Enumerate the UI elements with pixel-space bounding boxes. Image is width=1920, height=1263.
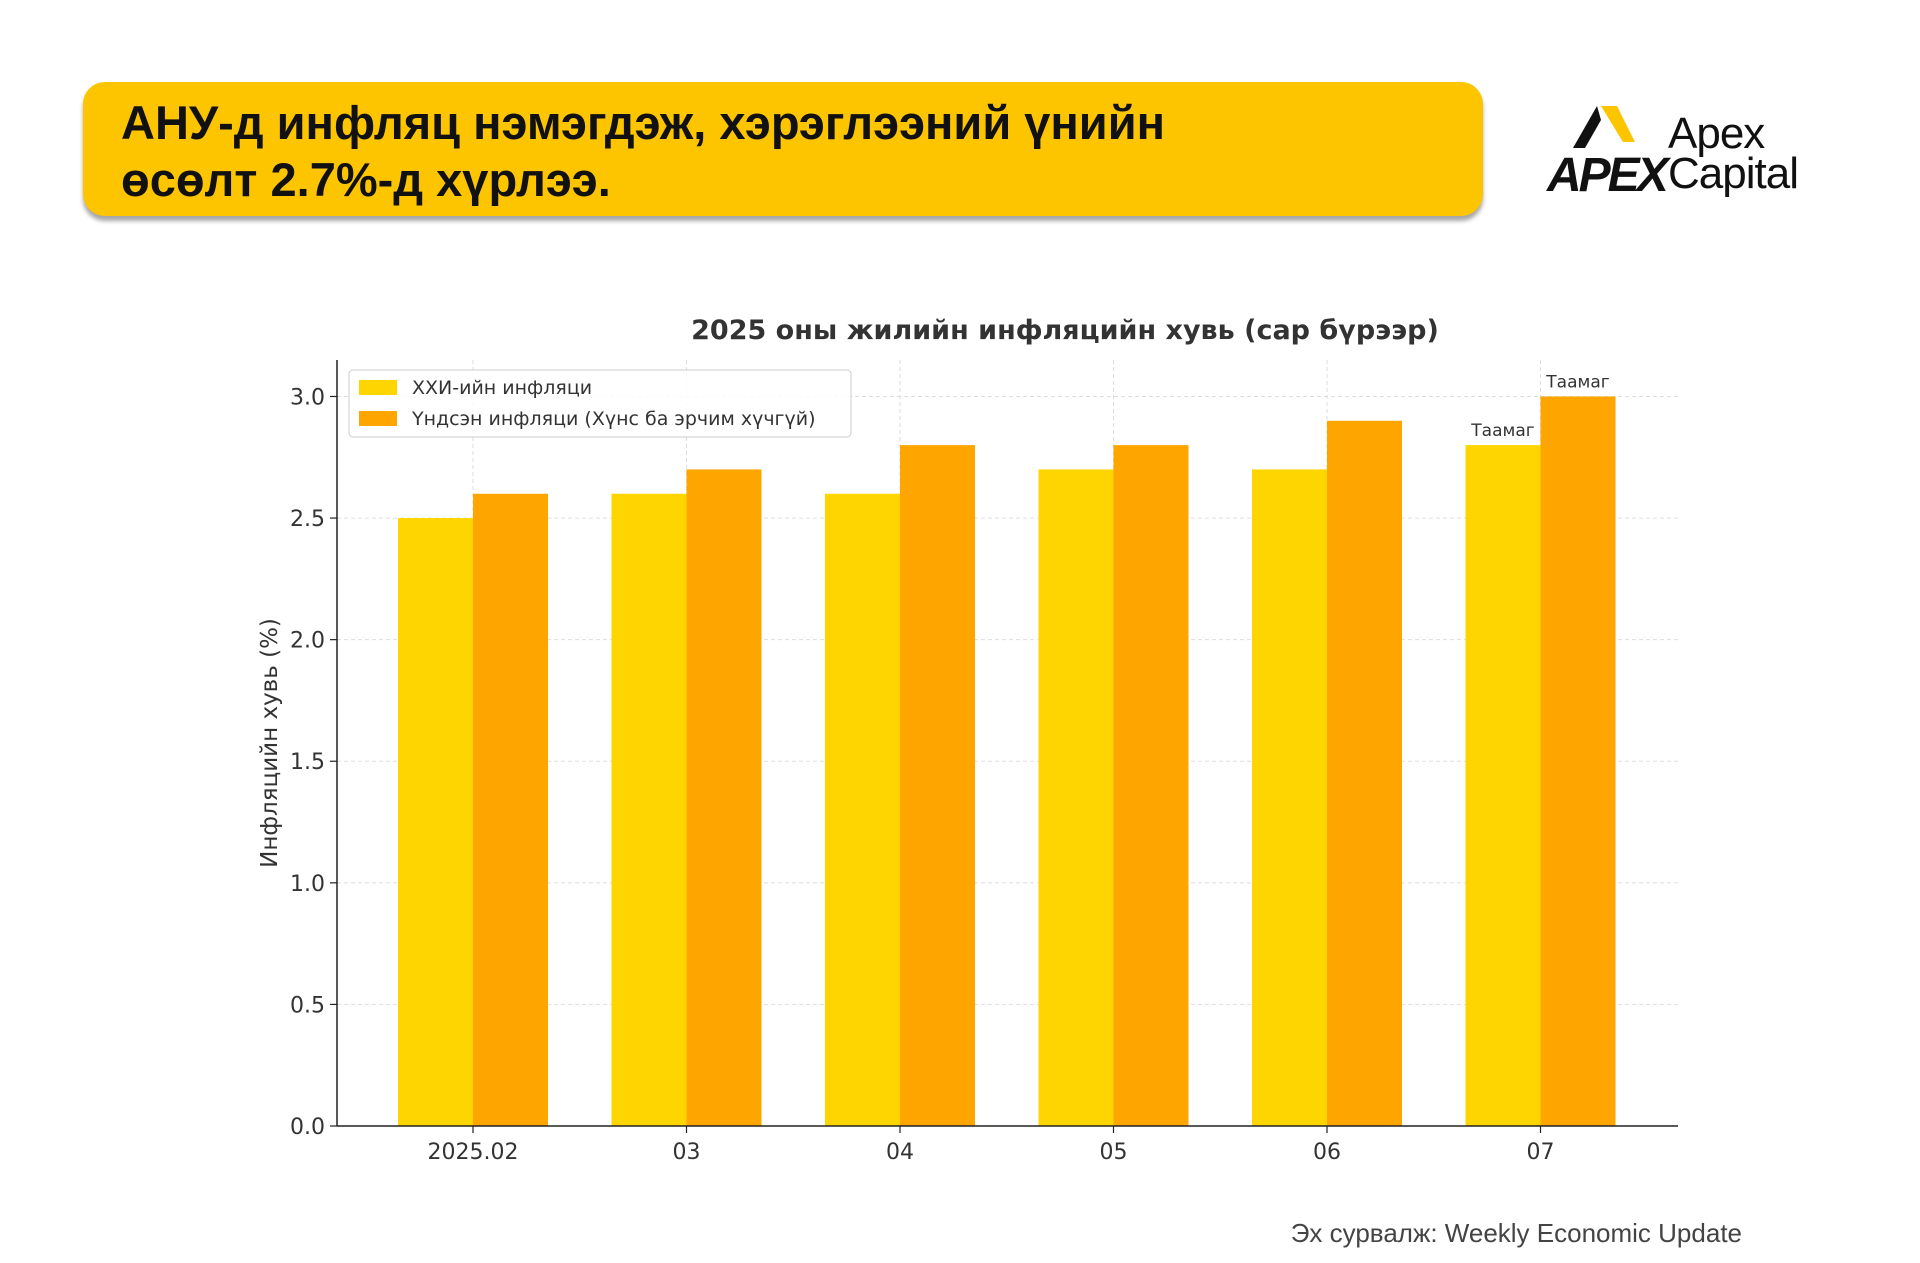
headline-line-2: өсөлт 2.7%-д хүрлээ. [121, 153, 611, 206]
apex-logo-mark-icon: APEX [1546, 106, 1675, 200]
bar-headline-cpi [611, 493, 687, 1126]
logo-name-line-2: Capital [1668, 149, 1799, 198]
x-tick-label: 03 [673, 1140, 701, 1165]
legend-label: ХХИ-ийн инфляци [412, 377, 592, 399]
y-tick-label: 3.0 [290, 385, 325, 410]
apex-capital-logo: APEX Apex Capital [1545, 100, 1835, 210]
y-tick-label: 1.0 [290, 872, 325, 897]
bar-core-cpi [1540, 396, 1616, 1126]
x-tick-label: 05 [1100, 1140, 1128, 1165]
headline-banner: АНУ-д инфляц нэмэгдэж, хэрэглээний үнийн… [83, 82, 1483, 216]
y-axis-label: Инфляцийн хувь (%) [257, 618, 283, 868]
y-tick-label: 2.5 [290, 507, 325, 532]
bar-headline-cpi [398, 518, 473, 1126]
chart-title: 2025 оны жилийн инфляцийн хувь (сар бүрэ… [691, 315, 1439, 346]
legend-box [348, 369, 852, 438]
bar-headline-cpi [1252, 469, 1327, 1126]
legend-label: Үндсэн инфляци (Хүнс ба эрчим хүчгүй) [411, 408, 816, 430]
logo-mark-text: APEX [1546, 149, 1672, 200]
headline: АНУ-д инфляц нэмэгдэж, хэрэглээний үнийн… [121, 94, 1441, 208]
bar-core-cpi [900, 445, 975, 1127]
y-tick-label: 0.0 [290, 1115, 325, 1140]
legend-swatch [359, 411, 397, 426]
bar-headline-cpi [1038, 469, 1114, 1126]
forecast-annotation: Таамаг [1470, 421, 1534, 441]
source-note: Эх сурвалж: Weekly Economic Update [1290, 1218, 1742, 1248]
logo-name-line-1: Apex [1668, 109, 1765, 158]
x-tick-label: 06 [1313, 1140, 1341, 1165]
bar-headline-cpi [1465, 445, 1541, 1127]
forecast-annotation: Таамаг [1545, 372, 1609, 392]
bar-core-cpi [686, 469, 762, 1126]
y-tick-label: 2.0 [290, 629, 325, 654]
headline-line-1: АНУ-д инфляц нэмэгдэж, хэрэглээний үнийн [121, 96, 1165, 149]
bar-core-cpi [1113, 445, 1189, 1127]
bar-core-cpi [473, 493, 548, 1126]
bar-core-cpi [1327, 420, 1402, 1126]
x-tick-label: 07 [1527, 1140, 1555, 1165]
x-tick-label: 2025.02 [428, 1140, 519, 1165]
y-tick-label: 1.5 [290, 750, 325, 775]
y-tick-label: 0.5 [290, 993, 325, 1018]
bar-headline-cpi [825, 493, 900, 1126]
legend-swatch [359, 380, 397, 395]
x-tick-label: 04 [886, 1140, 914, 1165]
logo-wordmark: Apex Capital [1668, 109, 1799, 198]
